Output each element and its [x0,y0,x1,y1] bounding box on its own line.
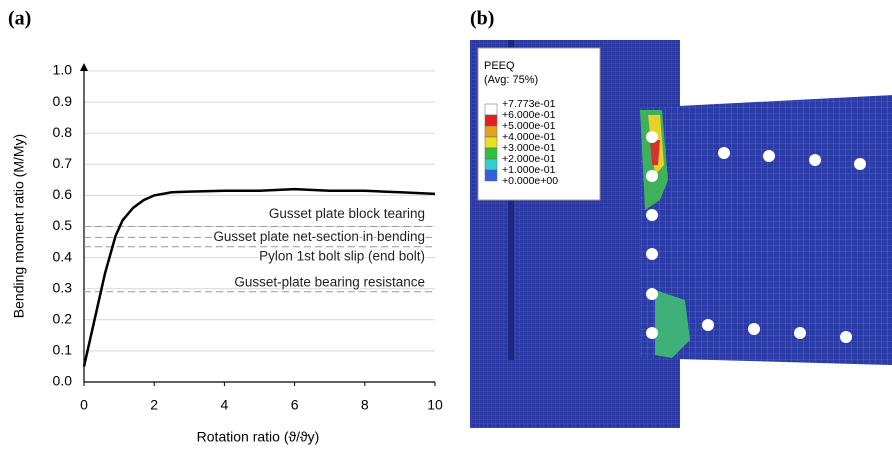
x-tick-label: 2 [150,397,158,413]
legend-title: PEEQ [484,60,515,72]
x-tick-label: 10 [427,397,443,413]
x-axis-label: Rotation ratio (ϑ/ϑy) [197,429,320,445]
x-tick-label: 8 [361,397,369,413]
y-tick-label: 0.5 [53,217,73,233]
legend-level: +0.000e+00 [502,175,558,187]
y-tick-label: 0.1 [53,342,73,358]
legend-level: +7.773e-01 [502,98,556,110]
y-tick-label: 0.8 [53,124,73,140]
legend-subtitle: (Avg: 75%) [484,74,538,86]
x-tick-label: 6 [291,397,299,413]
legend-level: +2.000e-01 [502,153,556,165]
data-line [82,187,436,367]
reference-label: Pylon 1st bolt slip (end bolt) [259,248,425,263]
y-axis-arrow [80,63,88,71]
reference-label: Gusset-plate bearing resistance [234,274,425,289]
legend-level: +4.000e-01 [502,131,556,143]
y-tick-label: 0.6 [53,186,73,202]
legend-level: +6.000e-01 [502,109,556,121]
reference-label: Gusset plate net-section in bending [213,229,425,244]
reference-label: Gusset plate block tearing [269,206,425,221]
panel-label: (a) [8,8,31,30]
legend-level: +5.000e-01 [502,120,556,132]
y-axis-label: Bending moment ratio (M/My) [11,134,27,318]
y-tick-label: 0.4 [53,248,73,264]
panel-label: (b) [470,8,494,30]
y-tick-label: 0.0 [53,373,73,389]
x-tick-label: 0 [80,397,88,413]
y-tick-label: 0.7 [53,155,73,171]
y-tick-label: 0.3 [53,279,73,295]
fe-model [470,40,892,428]
y-tick-label: 0.2 [53,311,73,327]
legend-level: +3.000e-01 [502,142,556,154]
y-tick-label: 0.9 [53,93,73,109]
x-tick-label: 4 [221,397,229,413]
y-tick-label: 1.0 [53,62,73,78]
legend-level: +1.000e-01 [502,164,556,176]
